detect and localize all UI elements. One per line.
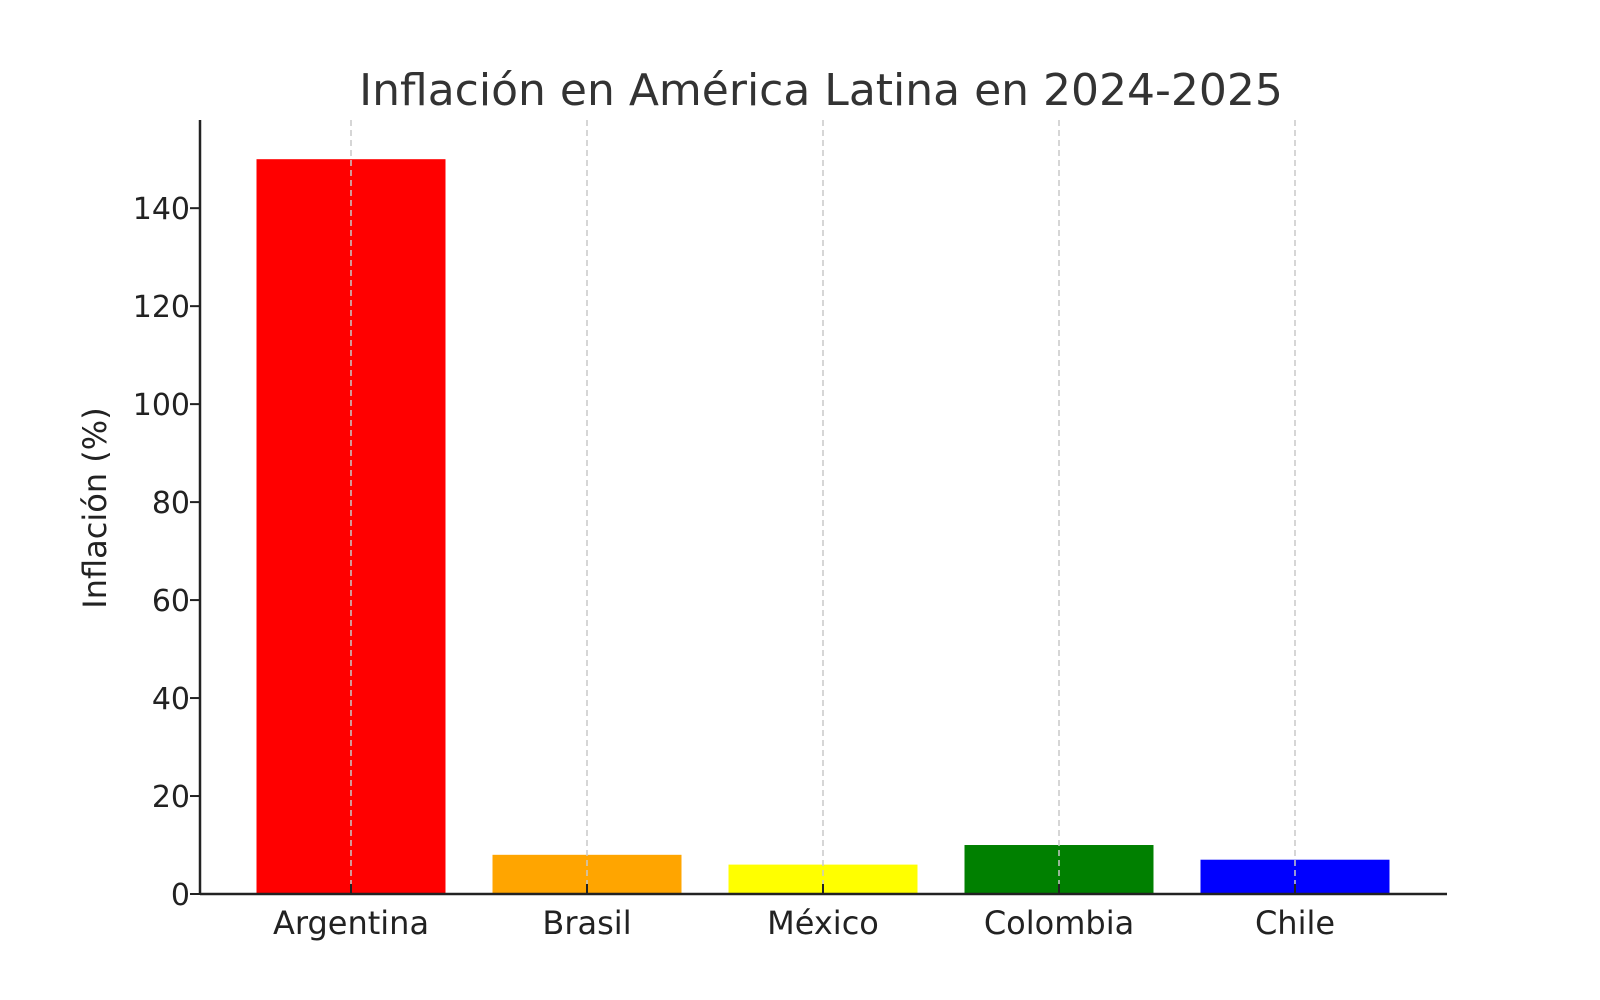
y-tick-label: 0 (171, 878, 190, 913)
x-tick-label: México (767, 904, 879, 942)
y-tick-label: 120 (133, 290, 190, 325)
x-tick-label: Argentina (273, 904, 429, 942)
y-tick-label: 60 (152, 584, 190, 619)
ticks (190, 207, 1296, 895)
x-category-labels: Argentina Brasil México Colombia Chile (273, 904, 1335, 942)
y-tick-label: 20 (152, 780, 190, 815)
chart-title: Inflación en América Latina en 2024-2025 (359, 65, 1283, 116)
y-axis-label: Inflación (%) (76, 407, 114, 608)
y-tick-label: 100 (133, 388, 190, 423)
x-tick-label: Chile (1255, 904, 1335, 942)
x-tick-label: Colombia (984, 904, 1134, 942)
grid-lines (350, 120, 1296, 894)
y-tick-label: 80 (152, 486, 190, 521)
y-tick-label: 40 (152, 682, 190, 717)
y-tick-label: 140 (133, 192, 190, 227)
y-tick-labels: 0 20 40 60 80 100 120 140 (133, 192, 190, 913)
x-tick-label: Brasil (542, 904, 631, 942)
